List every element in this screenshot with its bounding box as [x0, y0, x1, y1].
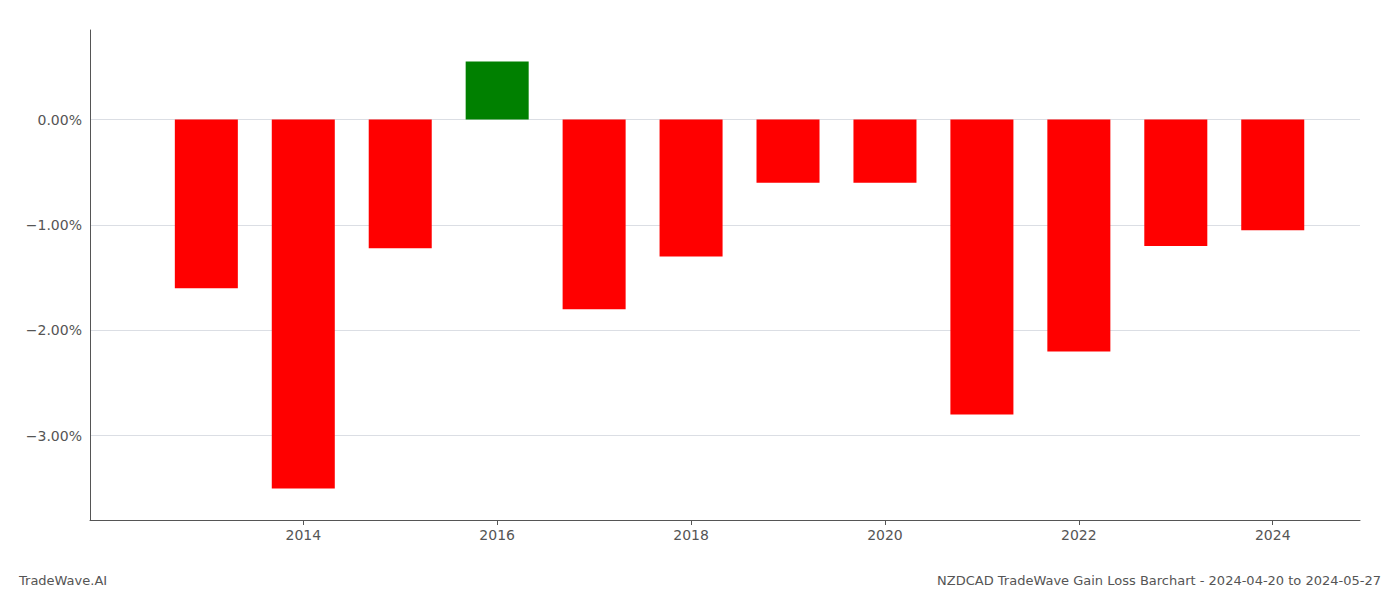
svg-text:2018: 2018 — [673, 527, 709, 543]
svg-text:2020: 2020 — [867, 527, 903, 543]
svg-text:−3.00%: −3.00% — [26, 428, 82, 444]
svg-text:2014: 2014 — [285, 527, 321, 543]
svg-text:NZDCAD TradeWave Gain Loss Bar: NZDCAD TradeWave Gain Loss Barchart - 20… — [937, 573, 1381, 588]
svg-text:TradeWave.AI: TradeWave.AI — [18, 573, 107, 588]
svg-text:2022: 2022 — [1061, 527, 1097, 543]
svg-text:2016: 2016 — [479, 527, 515, 543]
svg-text:−2.00%: −2.00% — [26, 322, 82, 338]
svg-text:−1.00%: −1.00% — [26, 217, 82, 233]
svg-text:2024: 2024 — [1255, 527, 1291, 543]
svg-text:0.00%: 0.00% — [38, 112, 82, 128]
